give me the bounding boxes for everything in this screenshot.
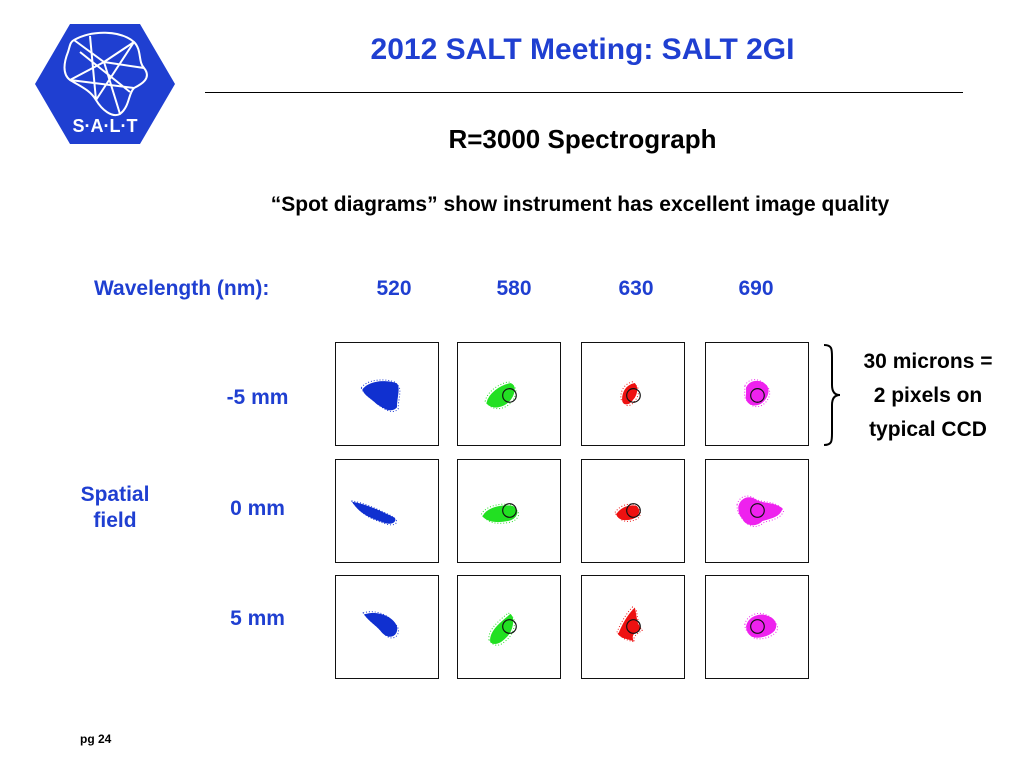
spot-trace	[488, 612, 511, 642]
spatial-label-line1: Spatial	[80, 483, 150, 506]
page-title: 2012 SALT Meeting: SALT 2GI	[370, 33, 795, 66]
spot-blob	[351, 501, 396, 524]
airy-disk-circle	[750, 388, 765, 403]
spot-trace	[360, 379, 397, 409]
spot-trace	[620, 609, 643, 643]
spot-trace	[362, 381, 399, 410]
spot-box-630-0	[581, 342, 685, 446]
spot-diagram-630-2	[616, 606, 643, 643]
spot-box-630-2	[581, 575, 685, 679]
wavelength-label: Wavelength (nm):	[94, 277, 270, 300]
spot-box-690-1	[705, 459, 809, 563]
spot-trace	[484, 507, 520, 524]
airy-disk-circle	[626, 388, 641, 403]
spot-box-630-1	[581, 459, 685, 563]
row-label-minus5: -5 mm	[226, 386, 289, 409]
row-label-plus5: 5 mm	[230, 607, 285, 630]
spot-diagram-580-1	[480, 503, 520, 524]
scale-note: 30 microns = 2 pixels on typical CCD	[843, 345, 1013, 447]
spot-blob	[490, 613, 514, 645]
spot-box-520-2	[335, 575, 439, 679]
spot-box-580-2	[457, 575, 561, 679]
airy-disk-circle	[626, 503, 641, 518]
spot-trace	[364, 383, 401, 412]
spot-box-580-0	[457, 342, 561, 446]
spot-trace	[490, 614, 513, 644]
spot-diagram-630-0	[620, 381, 641, 407]
airy-disk-circle	[502, 388, 517, 403]
page-number: pg 24	[80, 732, 112, 746]
wavelength-630: 630	[618, 277, 654, 300]
airy-disk-circle	[502, 619, 517, 634]
spot-trace	[484, 381, 513, 406]
spot-trace	[480, 503, 516, 520]
spot-diagram-520-2	[362, 611, 399, 639]
spot-diagram-580-0	[484, 381, 517, 410]
salt-logo-text: S·A·L·T	[73, 116, 138, 136]
spot-trace	[618, 507, 641, 522]
spot-diagram-690-0	[744, 379, 771, 408]
scale-note-line3: typical CCD	[869, 418, 987, 441]
wavelength-580: 580	[496, 277, 532, 300]
spot-trace	[622, 383, 638, 405]
spot-box-580-1	[457, 459, 561, 563]
spot-diagram-520-0	[360, 379, 401, 412]
brace-icon	[823, 344, 841, 446]
wavelength-520: 520	[376, 277, 412, 300]
spot-trace	[488, 385, 517, 410]
spot-trace	[740, 499, 785, 527]
airy-disk-circle	[750, 503, 765, 518]
spot-diagram-690-1	[736, 495, 785, 527]
slide-tagline: “Spot diagrams” show instrument has exce…	[270, 193, 890, 216]
spot-diagram-580-2	[488, 612, 517, 646]
spot-blob	[363, 612, 398, 637]
airy-disk-circle	[750, 619, 765, 634]
spot-trace	[616, 505, 639, 520]
spot-diagram-630-1	[614, 503, 641, 522]
scale-note-line1: 30 microns =	[863, 350, 993, 373]
spatial-label-line2: field	[93, 509, 137, 532]
title-divider	[205, 92, 963, 93]
spot-box-520-0	[335, 342, 439, 446]
spot-box-690-0	[705, 342, 809, 446]
spot-trace	[746, 381, 769, 406]
scale-note-line2: 2 pixels on	[873, 384, 983, 407]
spot-trace	[614, 503, 637, 518]
spot-trace	[620, 381, 636, 403]
spot-trace	[748, 616, 778, 640]
spot-diagram-520-1	[350, 500, 398, 526]
airy-disk-circle	[626, 619, 641, 634]
spot-trace	[492, 616, 515, 646]
salt-logo: S·A·L·T	[34, 22, 176, 146]
spot-trace	[747, 383, 771, 408]
spot-trace	[624, 385, 639, 407]
spot-trace	[744, 379, 767, 404]
row-label-0: 0 mm	[230, 497, 285, 520]
wavelength-690: 690	[738, 277, 774, 300]
airy-disk-circle	[502, 503, 517, 518]
spatial-field-label: Spatial field	[60, 482, 170, 534]
slide-subtitle: R=3000 Spectrograph	[448, 124, 717, 154]
spot-box-690-2	[705, 575, 809, 679]
salt-logo-graphic: S·A·L·T	[35, 24, 175, 144]
spot-trace	[616, 606, 640, 639]
spot-box-520-1	[335, 459, 439, 563]
spot-diagram-690-2	[744, 612, 778, 640]
spot-trace	[482, 505, 518, 522]
spot-trace	[486, 383, 515, 408]
